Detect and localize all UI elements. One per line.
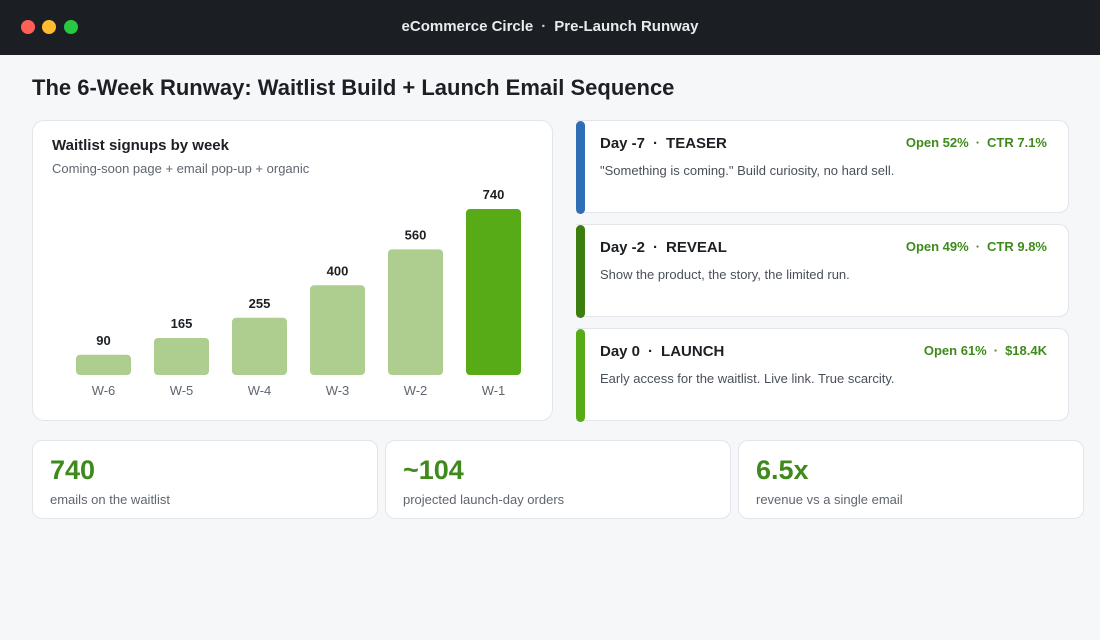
x-tick-label: W-1 xyxy=(482,383,506,398)
email-revenue: $18.4K xyxy=(1005,343,1047,358)
email-card-reveal[interactable]: Day -2 · REVEAL Open 49% · CTR 9.8% Show the… xyxy=(576,224,1069,318)
email-card-teaser[interactable]: Day -7 · TEASER Open 52% · CTR 7.1% "Somethi… xyxy=(576,120,1069,214)
bar-w-1 xyxy=(466,209,521,375)
x-tick-label: W-6 xyxy=(92,383,116,398)
close-window-icon[interactable] xyxy=(21,20,35,34)
email-description: "Something is coming." Build curiosity, … xyxy=(600,163,895,178)
email-metrics-separator: · xyxy=(975,135,981,150)
email-name: TEASER xyxy=(666,135,727,152)
email-ctr: CTR 9.8% xyxy=(987,239,1047,254)
title-separator: · xyxy=(541,18,547,35)
maximize-window-icon[interactable] xyxy=(64,20,78,34)
email-open-rate: Open 49% xyxy=(905,239,969,254)
email-metrics-separator: · xyxy=(975,239,981,254)
stat-value: 740 xyxy=(50,455,96,485)
email-name: LAUNCH xyxy=(661,343,725,360)
email-open-rate: Open 61% xyxy=(923,343,987,358)
minimize-window-icon[interactable] xyxy=(42,20,56,34)
window-title: eCommerce Circle · Pre-Launch Runway xyxy=(0,18,1100,35)
stat-label: emails on the waitlist xyxy=(50,492,170,507)
stat-label: projected launch-day orders xyxy=(403,492,565,507)
stat-label: revenue vs a single email xyxy=(756,492,903,507)
email-day: Day -7 xyxy=(600,135,646,152)
email-metrics: Open 52% · CTR 7.1% xyxy=(906,135,1047,150)
bar-w-4 xyxy=(232,317,287,375)
email-heading-separator: · xyxy=(653,135,659,152)
email-accent-bar xyxy=(576,121,585,214)
stat-card-orders: ~104 projected launch-day orders xyxy=(385,440,731,519)
stat-value: 6.5x xyxy=(756,455,809,485)
stat-card-waitlist: 740 emails on the waitlist xyxy=(32,440,378,519)
bar-w-5 xyxy=(154,337,209,375)
email-heading: Day -2 · REVEAL xyxy=(600,239,727,256)
stat-card-revenue: 6.5x revenue vs a single email xyxy=(738,440,1084,519)
email-day: Day 0 xyxy=(600,343,641,360)
email-day: Day -2 xyxy=(600,239,646,256)
bar-w-3 xyxy=(310,285,365,375)
email-accent-bar xyxy=(576,329,585,422)
page-name: Pre-Launch Runway xyxy=(554,18,699,35)
chart-title: Waitlist signups by week xyxy=(52,137,229,154)
email-open-rate: Open 52% xyxy=(905,135,969,150)
chart-subtitle: Coming-soon page + email pop-up + organi… xyxy=(52,161,310,176)
waitlist-bar-chart: 90 W-6 165 W-5 255 W-4 400 W-3 560 W-2 740 W-1 xyxy=(76,187,521,398)
email-description: Early access for the waitlist. Live link… xyxy=(600,371,895,386)
email-description: Show the product, the story, the limited… xyxy=(600,267,850,282)
bar-w-6 xyxy=(76,354,131,375)
x-tick-label: W-3 xyxy=(326,383,350,398)
bar-value-label: 740 xyxy=(483,187,505,202)
x-tick-label: W-2 xyxy=(404,383,428,398)
page-title: The 6-Week Runway: Waitlist Build + Laun… xyxy=(32,75,675,100)
x-tick-label: W-5 xyxy=(170,383,194,398)
bar-w-2 xyxy=(388,249,443,375)
email-accent-bar xyxy=(576,225,585,318)
email-metrics: Open 49% · CTR 9.8% xyxy=(906,239,1047,254)
email-metrics: Open 61% · $18.4K xyxy=(924,343,1047,358)
bar-value-label: 400 xyxy=(327,263,349,278)
email-card-launch[interactable]: Day 0 · LAUNCH Open 61% · $18.4K Early acces… xyxy=(576,328,1069,422)
email-heading: Day -7 · TEASER xyxy=(600,135,727,152)
email-heading-separator: · xyxy=(648,343,654,360)
bar-value-label: 255 xyxy=(249,296,271,311)
bar-value-label: 90 xyxy=(96,333,110,348)
app-name: eCommerce Circle xyxy=(401,18,534,35)
bar-value-label: 165 xyxy=(171,316,193,331)
email-ctr: CTR 7.1% xyxy=(987,135,1047,150)
bar-value-label: 560 xyxy=(405,227,427,242)
email-name: REVEAL xyxy=(666,239,727,256)
waitlist-chart-card: 90 W-6 165 W-5 255 W-4 400 W-3 560 W-2 740 W-1 Wait… xyxy=(32,120,553,421)
email-heading: Day 0 · LAUNCH xyxy=(600,343,724,360)
window-titlebar: eCommerce Circle · Pre-Launch Runway xyxy=(0,0,1100,55)
stat-value: ~104 xyxy=(403,455,464,485)
email-heading-separator: · xyxy=(653,239,659,256)
email-metrics-separator: · xyxy=(993,343,999,358)
x-tick-label: W-4 xyxy=(248,383,272,398)
